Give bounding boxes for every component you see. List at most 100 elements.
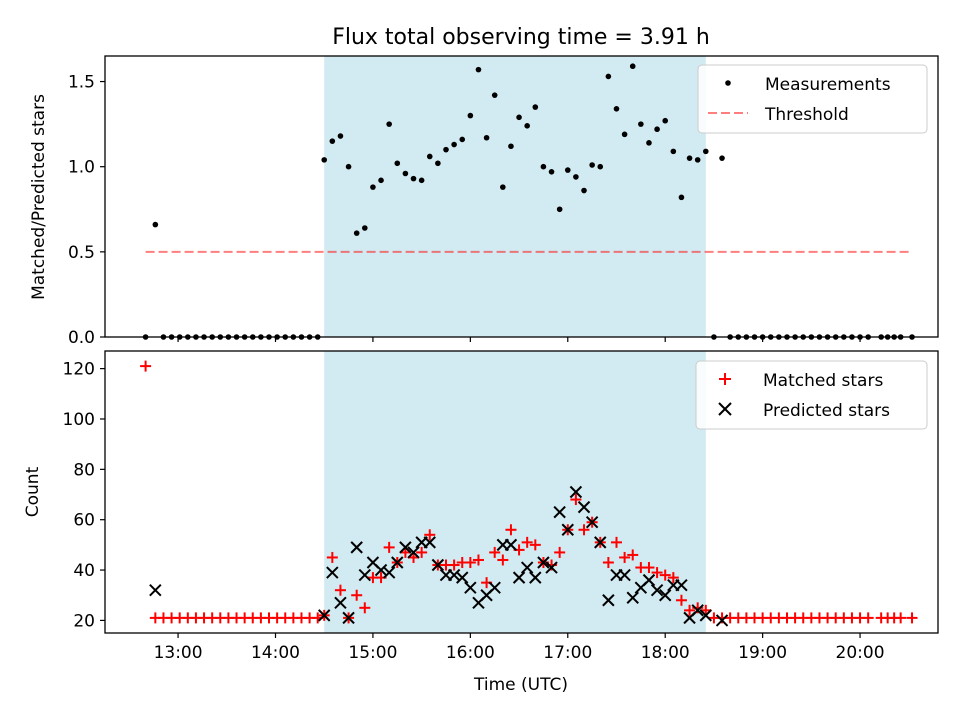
predicted-star-point	[658, 589, 672, 602]
matched-star-point	[416, 546, 428, 558]
predicted-star-point	[691, 604, 704, 617]
measurement-point	[646, 140, 652, 146]
predicted-star-point	[577, 500, 591, 514]
legend-matched-stars: Matched stars	[763, 371, 883, 391]
matched-star-point	[521, 536, 533, 548]
matched-star-point	[651, 567, 663, 579]
measurement-point	[662, 117, 669, 124]
measurement-point	[694, 157, 701, 163]
bottom-x-ticks: 13:00 14:00 15:00 16:00 17:00 18:00 19:00 20:00	[154, 633, 885, 663]
measurement-point	[524, 123, 530, 129]
measurement-point	[532, 104, 539, 110]
measurement-point	[475, 66, 482, 73]
measurement-point	[686, 155, 693, 161]
measurement-point	[394, 160, 401, 167]
matched-star-point	[667, 572, 679, 584]
predicted-star-point	[334, 596, 347, 609]
x-tick-label: 13:00	[154, 643, 203, 663]
measurement-point	[483, 134, 490, 141]
measurement-point	[467, 112, 474, 119]
matched-star-point	[643, 562, 655, 574]
matched-star-point	[659, 569, 671, 581]
x-tick-label: 15:00	[348, 643, 397, 663]
predicted-star-point	[642, 573, 656, 587]
legend-threshold: Threshold	[764, 105, 849, 125]
measurement-point	[516, 114, 522, 121]
measurement-point	[435, 160, 441, 167]
x-tick-label: 19:00	[738, 643, 787, 663]
x-axis-label: Time (UTC)	[473, 675, 568, 695]
predicted-star-point	[594, 536, 607, 549]
x-tick-label: 17:00	[543, 643, 592, 663]
matched-star-point	[895, 612, 907, 624]
measurement-point	[654, 126, 660, 133]
measurement-point	[410, 175, 417, 182]
matched-stars-legend-marker	[719, 373, 731, 385]
bottom-panel: 20 40 60 80 100 120 13:00 14:00 15:00 16:00 17:00…	[23, 350, 939, 695]
predicted-star-point	[350, 541, 363, 554]
measurement-point	[581, 187, 587, 194]
matched-star-point	[505, 524, 517, 536]
predicted-star-point	[374, 563, 388, 577]
measurement-point	[605, 73, 612, 80]
x-tick-label: 14:00	[251, 643, 300, 663]
measurement-point	[589, 162, 595, 168]
measurement-point	[556, 206, 563, 213]
measurement-point	[370, 184, 376, 190]
measurement-point	[321, 157, 328, 163]
measurement-point	[378, 177, 384, 184]
matched-star-point	[489, 546, 501, 558]
matched-star-point	[862, 612, 874, 624]
predicted-stars-series	[149, 485, 729, 627]
matched-star-point	[627, 549, 639, 561]
top-y-tick-label: 0.0	[68, 328, 95, 348]
predicted-star-point	[650, 583, 664, 597]
bottom-y-tick-label: 120	[63, 360, 95, 380]
predicted-star-point	[569, 485, 583, 499]
matched-star-point	[675, 594, 687, 606]
matched-star-point	[383, 541, 395, 553]
measurements-legend-marker	[725, 80, 731, 86]
matched-star-point	[497, 554, 509, 566]
bottom-axes-frame	[104, 350, 939, 634]
measurement-point	[353, 230, 360, 236]
matched-star-point	[570, 494, 582, 506]
legend-measurements: Measurements	[765, 75, 891, 95]
measurement-point	[670, 148, 677, 155]
measurement-point	[573, 174, 579, 180]
measurement-point	[345, 163, 352, 170]
legend-predicted-stars: Predicted stars	[763, 401, 890, 421]
predicted-star-point	[391, 556, 404, 569]
matched-star-point	[610, 536, 622, 548]
measurement-point	[638, 121, 644, 127]
measurement-point	[597, 163, 604, 170]
measurement-point	[402, 170, 409, 177]
matched-star-point	[359, 602, 371, 614]
predicted-star-point	[456, 571, 469, 584]
matched-star-point	[472, 554, 484, 566]
predicted-star-point	[675, 578, 688, 592]
predicted-star-point	[431, 558, 445, 572]
measurement-point	[451, 141, 457, 148]
predicted-star-point	[602, 594, 615, 607]
matched-star-point	[424, 529, 436, 541]
measurement-point	[152, 221, 159, 228]
measurement-point	[564, 167, 571, 173]
measurement-point	[621, 131, 628, 138]
predicted-star-point	[423, 536, 436, 549]
predicted-stars-legend-marker	[718, 402, 732, 416]
measurement-point	[548, 169, 555, 175]
matched-star-point	[448, 559, 460, 571]
predicted-star-point	[447, 568, 461, 582]
measurement-point	[491, 92, 498, 98]
predicted-star-point	[512, 571, 526, 584]
x-tick-label: 16:00	[446, 643, 495, 663]
measurement-point	[508, 143, 514, 150]
bottom-y-tick-label: 80	[73, 460, 95, 480]
measurement-point	[337, 133, 344, 139]
predicted-star-point	[520, 561, 534, 574]
predicted-star-point	[561, 523, 574, 536]
bottom-legend: Matched stars Predicted stars	[695, 360, 928, 430]
measurement-point	[629, 63, 636, 70]
